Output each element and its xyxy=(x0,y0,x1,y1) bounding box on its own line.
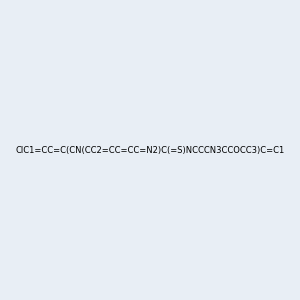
Text: ClC1=CC=C(CN(CC2=CC=CC=N2)C(=S)NCCCN3CCOCC3)C=C1: ClC1=CC=C(CN(CC2=CC=CC=N2)C(=S)NCCCN3CCO… xyxy=(15,146,285,154)
